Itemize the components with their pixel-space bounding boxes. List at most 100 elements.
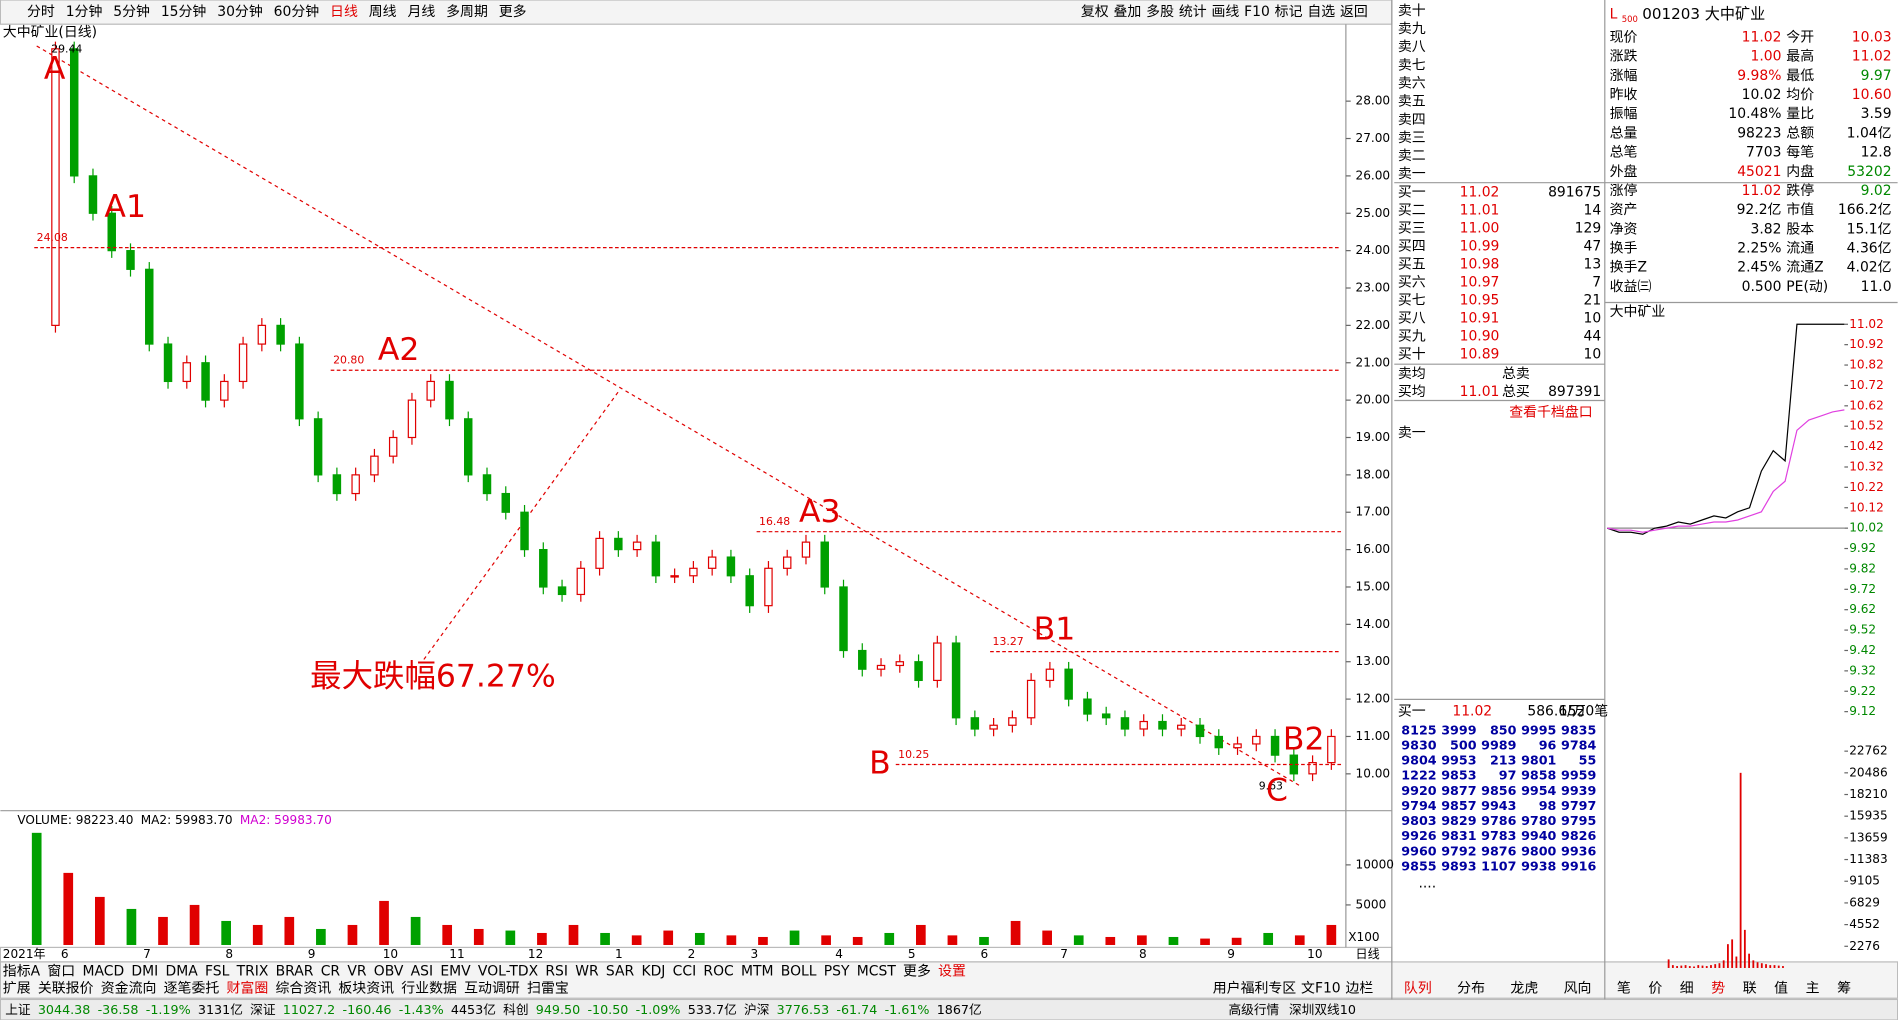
indicator-tab[interactable]: EMV [440, 964, 471, 980]
period-tab[interactable]: 5分钟 [113, 3, 150, 20]
info-tab[interactable]: 扩展 [3, 981, 31, 997]
period-tab[interactable]: 分时 [27, 4, 55, 20]
y-tick-label: 9.72 [1849, 582, 1876, 596]
candle [238, 343, 248, 383]
candle [1195, 724, 1205, 738]
info-tab[interactable]: 综合资讯 [276, 981, 332, 997]
panel-tab[interactable]: 龙虎 [1510, 981, 1538, 997]
indicator-tab[interactable]: WR [575, 964, 599, 980]
indicator-tab[interactable]: MCST [857, 964, 897, 980]
queue-cell: 9792 [1441, 843, 1476, 858]
info-tab[interactable]: 板块资讯 [338, 981, 394, 997]
period-tab[interactable]: 周线 [369, 4, 397, 20]
view-tab[interactable]: 价 [1648, 981, 1662, 997]
tool-button[interactable]: 返回 [1340, 4, 1368, 20]
view-tab[interactable]: 细 [1680, 981, 1694, 997]
indicator-tab[interactable]: MACD [82, 964, 124, 980]
view-tab[interactable]: 联 [1743, 981, 1757, 997]
date-label: 6 [980, 947, 988, 961]
period-tab[interactable]: 1分钟 [66, 3, 103, 20]
indicator-tab[interactable]: OBV [374, 964, 404, 980]
indicator-tab[interactable]: SAR [606, 964, 635, 980]
tool-button[interactable]: F10 [1244, 4, 1270, 20]
view-tab[interactable]: 势 [1711, 981, 1725, 997]
date-label: 10 [383, 947, 398, 961]
volume-bar [947, 935, 958, 945]
tool-button[interactable]: 自选 [1307, 4, 1335, 20]
candle [989, 724, 998, 730]
info-tab[interactable]: 扫雷宝 [527, 981, 569, 997]
candle [782, 556, 792, 569]
period-tab[interactable]: 日线 [330, 4, 358, 20]
intraday-volume [1722, 960, 1725, 968]
info-tab[interactable]: 关联报价 [38, 981, 94, 997]
annotation: A1 [104, 189, 146, 225]
period-tab[interactable]: 多周期 [446, 3, 488, 20]
candle [632, 541, 642, 551]
view-tab[interactable]: 主 [1806, 981, 1820, 997]
indicator-tab[interactable]: DMI [131, 964, 158, 980]
indicator-tab[interactable]: BOLL [781, 964, 817, 980]
info-tab[interactable]: 资金流向 [101, 981, 157, 997]
view-tab[interactable]: 值 [1774, 981, 1788, 997]
y-tick-label: 10.00 [1356, 766, 1391, 780]
info-tab[interactable]: 行业数据 [401, 981, 457, 997]
indicator-tab[interactable]: 更多 [903, 963, 931, 980]
info-tab[interactable]: 互动调研 [464, 981, 520, 997]
candle [69, 48, 79, 177]
indicator-tab[interactable]: ASI [411, 964, 433, 980]
indicator-tab[interactable]: FSL [205, 964, 230, 980]
volume-bar [31, 832, 42, 945]
period-tab[interactable]: 60分钟 [274, 3, 320, 20]
candle [726, 556, 736, 577]
indicator-tab[interactable]: BRAR [276, 964, 314, 980]
panel-tab[interactable]: 队列 [1404, 981, 1432, 997]
info-tab[interactable]: 财富圈 [227, 980, 269, 997]
view-tab[interactable]: 筹 [1837, 980, 1851, 997]
queue-cell: 9830 [1401, 737, 1436, 752]
info-tab[interactable]: 逐笔委托 [164, 981, 220, 997]
tool-button[interactable]: 复权 [1081, 3, 1109, 20]
indicator-tab[interactable]: DMA [165, 964, 198, 980]
period-tab[interactable]: 更多 [499, 3, 527, 20]
depth-link[interactable]: 查看千档盘口 [1509, 404, 1592, 421]
y-tick-label: 6829 [1849, 895, 1880, 909]
date-label: 12 [528, 947, 543, 961]
view-tab[interactable]: 笔 [1617, 981, 1631, 997]
bid-volume: 10 [1583, 311, 1601, 327]
queue-cell: 9857 [1441, 798, 1476, 813]
indicator-tab[interactable]: PSY [824, 964, 850, 980]
side-tab[interactable]: 文F10 [1301, 981, 1341, 997]
indicator-tab[interactable]: KDJ [641, 964, 665, 980]
indicator-tab[interactable]: MTM [741, 964, 774, 980]
indicator-tab[interactable]: VR [347, 964, 367, 980]
indicator-tab[interactable]: 窗口 [47, 963, 75, 980]
volume-unit: X100 [1348, 930, 1379, 944]
annotation: A3 [799, 494, 841, 530]
indicator-tab[interactable]: ROC [703, 964, 733, 980]
period-tab[interactable]: 15分钟 [161, 3, 207, 20]
volume-bar [1263, 932, 1274, 945]
quote-value: 7703 [1746, 145, 1781, 161]
tool-button[interactable]: 叠加 [1114, 4, 1142, 20]
side-tab[interactable]: 用户福利专区 [1213, 980, 1297, 997]
tool-button[interactable]: 统计 [1179, 4, 1207, 20]
panel-tab[interactable]: 风向 [1564, 981, 1592, 997]
side-tab[interactable]: 边栏 [1345, 981, 1373, 997]
indicator-tab[interactable]: VOL-TDX [478, 964, 539, 980]
indicator-tab[interactable]: 指标A [3, 964, 41, 980]
indicator-tab[interactable]: RSI [545, 964, 568, 980]
panel-tab[interactable]: 分布 [1457, 981, 1485, 997]
bid-label: 买七 [1398, 293, 1426, 309]
indicator-tab[interactable]: CCI [673, 964, 697, 980]
period-tab[interactable]: 月线 [407, 4, 435, 20]
tool-button[interactable]: 多股 [1146, 3, 1174, 20]
indicator-tab[interactable]: TRIX [236, 964, 269, 980]
tool-button[interactable]: 画线 [1211, 4, 1239, 20]
indicator-tab[interactable]: 设置 [938, 964, 966, 980]
period-tab[interactable]: 30分钟 [217, 3, 263, 20]
annotation: B2 [1283, 721, 1325, 757]
indicator-tab[interactable]: CR [321, 964, 341, 980]
tool-button[interactable]: 标记 [1275, 4, 1303, 20]
intraday-volume [1760, 963, 1763, 968]
